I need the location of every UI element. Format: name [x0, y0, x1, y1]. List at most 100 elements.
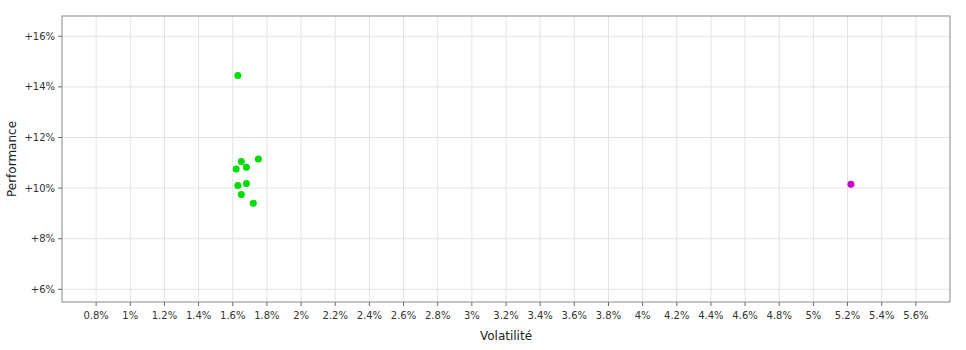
- x-grid-line: [813, 16, 814, 302]
- x-tick-label: 3.8%: [596, 310, 621, 321]
- x-grid-line: [232, 16, 233, 302]
- x-axis-label: Volatilité: [480, 329, 532, 343]
- plot-frame: [62, 16, 950, 302]
- x-tick-label: 3.2%: [493, 310, 518, 321]
- x-tick: [232, 302, 233, 306]
- x-grid-line: [642, 16, 643, 302]
- x-tick-label: 1.4%: [186, 310, 211, 321]
- x-grid-line: [335, 16, 336, 302]
- x-grid-line: [198, 16, 199, 302]
- x-tick-label: 3%: [464, 310, 480, 321]
- x-tick: [915, 302, 916, 306]
- y-grid-line: [62, 238, 950, 239]
- x-tick-label: 1.8%: [254, 310, 279, 321]
- scatter-point: [243, 180, 250, 187]
- y-tick: [58, 86, 62, 87]
- y-tick: [58, 238, 62, 239]
- chart-container: 0.8%1%1.2%1.4%1.6%1.8%2%2.2%2.4%2.6%2.8%…: [0, 0, 966, 350]
- x-tick: [540, 302, 541, 306]
- x-tick-label: 1.6%: [220, 310, 245, 321]
- x-tick: [813, 302, 814, 306]
- x-tick: [710, 302, 711, 306]
- x-grid-line: [847, 16, 848, 302]
- x-tick: [198, 302, 199, 306]
- x-tick-label: 2.8%: [425, 310, 450, 321]
- y-grid-line: [62, 86, 950, 87]
- x-tick-label: 4.8%: [767, 310, 792, 321]
- scatter-point: [234, 72, 241, 79]
- x-grid-line: [710, 16, 711, 302]
- x-tick: [574, 302, 575, 306]
- x-tick: [96, 302, 97, 306]
- y-tick-label: +14%: [24, 81, 55, 92]
- y-grid-line: [62, 36, 950, 37]
- scatter-point: [233, 166, 240, 173]
- y-tick-label: +10%: [24, 183, 55, 194]
- x-grid-line: [266, 16, 267, 302]
- scatter-point: [847, 181, 854, 188]
- x-tick: [301, 302, 302, 306]
- x-tick: [335, 302, 336, 306]
- x-tick-label: 5.4%: [869, 310, 894, 321]
- x-tick-label: 4.4%: [698, 310, 723, 321]
- x-grid-line: [745, 16, 746, 302]
- scatter-point: [238, 191, 245, 198]
- series: [847, 181, 854, 188]
- y-tick: [58, 36, 62, 37]
- x-tick-label: 0.8%: [83, 310, 108, 321]
- x-tick-label: 4%: [635, 310, 651, 321]
- x-grid-line: [676, 16, 677, 302]
- x-grid-line: [301, 16, 302, 302]
- x-tick: [642, 302, 643, 306]
- x-grid-line: [130, 16, 131, 302]
- y-grid-line: [62, 137, 950, 138]
- x-tick: [403, 302, 404, 306]
- x-tick-label: 5.2%: [835, 310, 860, 321]
- x-grid-line: [506, 16, 507, 302]
- plot-background: [62, 16, 950, 302]
- x-tick: [779, 302, 780, 306]
- x-tick-label: 2.4%: [357, 310, 382, 321]
- series: [233, 72, 262, 207]
- y-grid-line: [62, 188, 950, 189]
- x-grid-line: [164, 16, 165, 302]
- scatter-point: [250, 200, 257, 207]
- x-tick: [471, 302, 472, 306]
- x-tick: [881, 302, 882, 306]
- grid: [62, 16, 950, 302]
- chart-svg: 0.8%1%1.2%1.4%1.6%1.8%2%2.2%2.4%2.6%2.8%…: [0, 0, 966, 350]
- scatter-point: [255, 156, 262, 163]
- y-grid-line: [62, 289, 950, 290]
- y-tick: [58, 188, 62, 189]
- x-tick-label: 2.6%: [391, 310, 416, 321]
- x-tick-label: 4.6%: [732, 310, 757, 321]
- x-grid-line: [471, 16, 472, 302]
- x-grid-line: [369, 16, 370, 302]
- x-tick-label: 2%: [293, 310, 309, 321]
- x-tick-label: 5%: [805, 310, 821, 321]
- y-tick-label: +12%: [24, 132, 55, 143]
- axes: 0.8%1%1.2%1.4%1.6%1.8%2%2.2%2.4%2.6%2.8%…: [24, 31, 928, 321]
- x-grid-line: [574, 16, 575, 302]
- x-grid-line: [779, 16, 780, 302]
- x-tick: [437, 302, 438, 306]
- y-tick-label: +6%: [31, 284, 55, 295]
- x-grid-line: [96, 16, 97, 302]
- y-tick: [58, 137, 62, 138]
- scatter-point: [243, 164, 250, 171]
- x-grid-line: [540, 16, 541, 302]
- x-tick: [266, 302, 267, 306]
- x-grid-line: [403, 16, 404, 302]
- x-tick-label: 3.4%: [527, 310, 552, 321]
- x-tick: [130, 302, 131, 306]
- x-grid-line: [437, 16, 438, 302]
- x-tick-label: 4.2%: [664, 310, 689, 321]
- x-tick-label: 1.2%: [152, 310, 177, 321]
- points: [233, 72, 855, 207]
- x-tick-label: 5.6%: [903, 310, 928, 321]
- y-axis-label: Performance: [5, 121, 19, 197]
- x-grid-line: [881, 16, 882, 302]
- x-tick-label: 1%: [122, 310, 138, 321]
- scatter-point: [238, 158, 245, 165]
- scatter-point: [234, 182, 241, 189]
